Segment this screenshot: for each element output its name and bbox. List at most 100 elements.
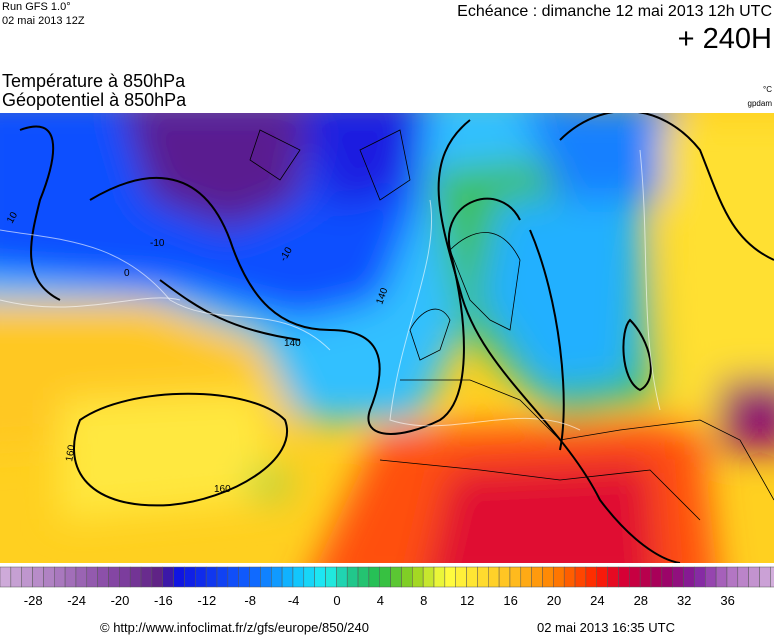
colorbar-swatch: [303, 566, 315, 588]
colorbar-swatch: [563, 566, 576, 588]
colorbar-swatch: [314, 566, 326, 588]
footer-date: 02 mai 2013 16:35 UTC: [537, 620, 675, 635]
colorbar-swatch: [509, 566, 522, 588]
colorbar-swatch: [661, 566, 673, 588]
contour-label: 160: [214, 484, 231, 495]
colorbar-swatch: [596, 566, 608, 588]
colorbar-swatch: [433, 566, 446, 588]
colorbar-swatch: [86, 566, 98, 588]
colorbar-swatch: [401, 566, 413, 588]
geopotential-title: Géopotentiel à 850hPa: [2, 90, 187, 110]
colorbar-swatch: [574, 566, 587, 588]
colorbar-swatch: [97, 566, 109, 588]
colorbar-swatch: [227, 566, 239, 588]
colorbar-swatch: [260, 566, 272, 588]
colorbar-swatch: [336, 566, 348, 588]
colorbar-swatch: [553, 566, 565, 588]
colorbar-swatch: [748, 566, 760, 588]
colorbar-swatch: [32, 566, 44, 588]
colorbar-swatch: [488, 566, 500, 588]
colorbar-swatch: [466, 566, 478, 588]
colorbar-tick-label: 4: [377, 593, 384, 608]
colorbar-swatch: [140, 566, 153, 588]
colorbar-swatch: [379, 566, 391, 588]
colorbar-tick-label: 8: [420, 593, 427, 608]
colorbar-swatch: [607, 566, 619, 588]
colorbar-swatch: [10, 566, 22, 588]
colorbar-swatch: [650, 566, 663, 588]
colorbar-swatch: [346, 566, 359, 588]
colorbar-tick-label: -20: [111, 593, 130, 608]
colorbar-swatch: [119, 566, 131, 588]
colorbar-tick-label: -24: [67, 593, 86, 608]
colorbar-swatch: [129, 566, 142, 588]
geo-unit: gpdam: [748, 99, 773, 108]
colorbar-tick-label: -12: [197, 593, 216, 608]
colorbar-swatch: [54, 566, 66, 588]
map: 10 -10 -10 0 140 140 160 160: [0, 113, 774, 563]
colorbar-swatch: [184, 566, 196, 588]
colorbar-swatch: [21, 566, 33, 588]
colorbar-swatch: [325, 566, 337, 588]
colorbar-tick-label: 20: [547, 593, 561, 608]
colorbar-swatch: [444, 566, 456, 588]
colorbar-swatch: [737, 566, 749, 588]
footer-source: © http://www.infoclimat.fr/z/gfs/europe/…: [100, 620, 369, 635]
colorbar-swatch: [368, 566, 380, 588]
colorbar-swatch: [0, 566, 12, 588]
colorbar-swatch: [639, 566, 652, 588]
colorbar-tick-label: 28: [634, 593, 648, 608]
contour-label: 160: [64, 444, 78, 463]
colorbar-swatch: [715, 566, 728, 588]
contour-label: 10: [5, 210, 20, 226]
colorbar-swatch: [672, 566, 684, 588]
colorbar-swatch: [726, 566, 739, 588]
colorbar-swatch: [585, 566, 598, 588]
colorbar-swatch: [162, 566, 174, 588]
run-label: Run GFS 1.0°: [2, 1, 71, 13]
colorbar-swatch: [477, 566, 489, 588]
contour-label: 0: [124, 268, 130, 279]
colorbar-swatch: [770, 566, 774, 588]
temp-unit: °C: [763, 85, 772, 94]
valid-time: Echéance : dimanche 12 mai 2013 12h UTC: [457, 3, 772, 20]
colorbar-swatch: [498, 566, 511, 588]
colorbar-swatch: [531, 566, 543, 588]
colorbar-tick-label: 32: [677, 593, 691, 608]
colorbar-swatch: [705, 566, 717, 588]
colorbar-tick-label: 36: [720, 593, 734, 608]
colorbar-swatch: [238, 566, 250, 588]
colorbar-tick-label: 0: [333, 593, 340, 608]
colorbar-swatch: [694, 566, 706, 588]
colorbar-swatch: [412, 566, 424, 588]
colorbar-tick-label: 24: [590, 593, 604, 608]
colorbar-tick-label: 16: [503, 593, 517, 608]
colorbar-swatch: [542, 566, 554, 588]
colorbar-tick-label: -28: [24, 593, 43, 608]
colorbar-swatch: [455, 566, 467, 588]
colorbar-swatch: [390, 566, 402, 588]
lead-time: + 240H: [678, 23, 772, 55]
colorbar: -28 -24 -20 -16 -12 -8 -4 0 4 8 12 16 20 24 28 32 36: [0, 566, 774, 608]
colorbar-swatch: [75, 566, 88, 588]
colorbar-swatch: [64, 566, 77, 588]
colorbar-swatch: [422, 566, 435, 588]
colorbar-swatch: [292, 566, 305, 588]
colorbar-swatch: [357, 566, 370, 588]
colorbar-tick-label: -8: [244, 593, 256, 608]
contour-label: 140: [284, 338, 301, 349]
colorbar-swatch: [205, 566, 218, 588]
colorbar-swatch: [271, 566, 283, 588]
colorbar-swatch: [216, 566, 229, 588]
colorbar-tick-label: -16: [154, 593, 173, 608]
colorbar-swatch: [683, 566, 695, 588]
colorbar-swatch: [173, 566, 185, 588]
colorbar-swatch: [249, 566, 261, 588]
run-date: 02 mai 2013 12Z: [2, 15, 85, 27]
colorbar-swatch: [281, 566, 294, 588]
colorbar-swatch: [151, 566, 163, 588]
colorbar-swatch: [43, 566, 55, 588]
colorbar-swatch: [629, 566, 641, 588]
colorbar-swatch: [618, 566, 630, 588]
